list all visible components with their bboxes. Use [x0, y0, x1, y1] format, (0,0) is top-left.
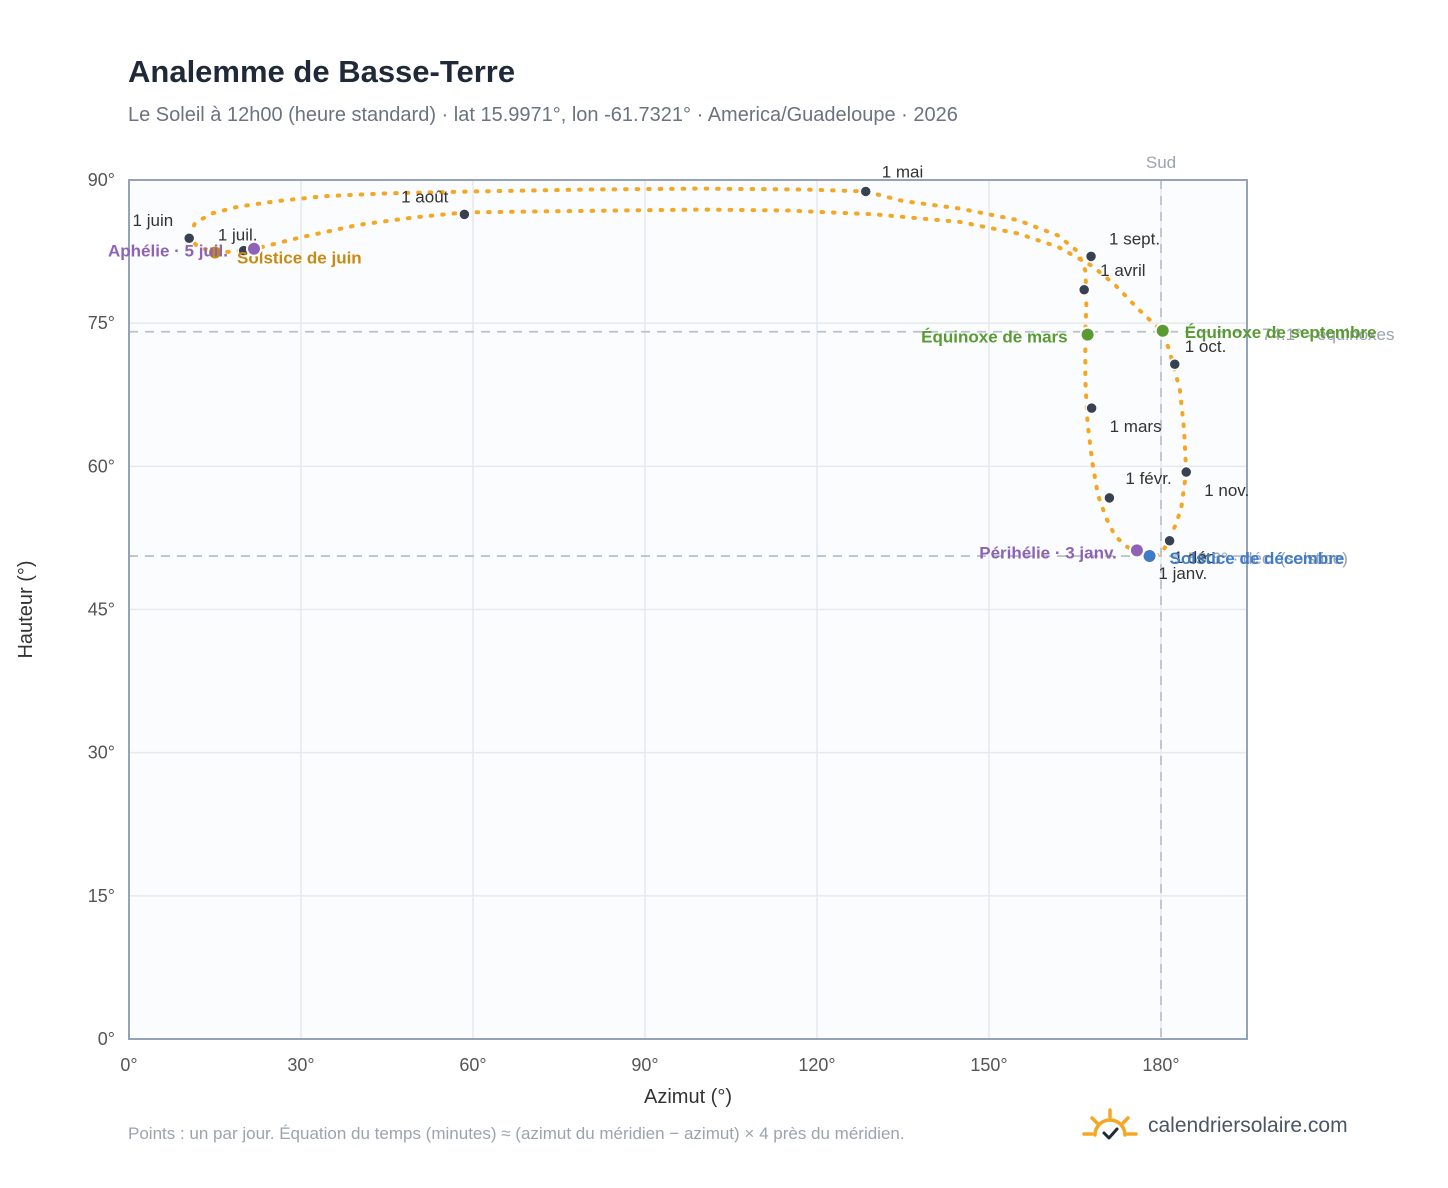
x-tick-label: 150° — [970, 1055, 1007, 1075]
date-marker-label: 1 déc. — [1174, 548, 1220, 567]
y-tick-label: 60° — [88, 456, 115, 476]
december-altitude-note: 50.6° · déc. (solstice) — [1188, 549, 1348, 568]
date-marker — [1163, 534, 1176, 548]
x-tick-label: 120° — [798, 1055, 835, 1075]
chart-title: Analemme de Basse-Terre — [128, 54, 516, 89]
date-marker — [1179, 465, 1193, 479]
event-label: Aphélie · 5 juil. — [108, 242, 228, 261]
event-marker — [245, 240, 262, 257]
date-marker-label: 1 janv. — [1158, 564, 1207, 583]
equinox-altitude-note: 74.1° · équinoxes — [1262, 325, 1395, 344]
date-marker-label: 1 juil. — [218, 226, 258, 245]
event-marker — [207, 244, 223, 261]
y-tick-label: 30° — [88, 743, 115, 763]
footnote: Points : un par jour. Équation du temps … — [128, 1124, 905, 1143]
date-marker — [1084, 250, 1098, 263]
date-marker-label: 1 mars — [1110, 417, 1162, 436]
date-marker-label: 1 avril — [1100, 261, 1145, 280]
event-label: Solstice de décembre — [1170, 549, 1345, 568]
event-marker — [1128, 542, 1145, 559]
chart-subtitle: Le Soleil à 12h00 (heure standard) · lat… — [128, 104, 958, 126]
date-marker-label: 1 mai — [882, 162, 924, 181]
date-marker-label: 1 févr. — [1125, 469, 1171, 488]
date-marker-label: 1 nov. — [1204, 481, 1249, 500]
sun-check-icon — [1082, 1108, 1138, 1140]
date-marker — [182, 231, 196, 245]
event-marker — [1079, 326, 1096, 343]
event-label: Périhélie · 3 janv. — [979, 543, 1117, 562]
x-tick-label: 30° — [287, 1055, 314, 1075]
event-label: Solstice de juin — [237, 249, 362, 268]
y-tick-label: 75° — [88, 313, 115, 333]
x-tick-label: 90° — [631, 1055, 658, 1075]
date-marker — [1077, 283, 1091, 297]
date-marker — [1103, 491, 1116, 505]
date-marker-label: 1 oct. — [1185, 337, 1227, 356]
date-marker — [1085, 401, 1098, 415]
date-marker — [458, 208, 471, 221]
y-tick-label: 15° — [88, 886, 115, 906]
x-axis-title: Azimut (°) — [644, 1086, 732, 1108]
date-marker-label: 1 août — [401, 187, 449, 206]
date-marker — [859, 185, 872, 198]
y-tick-label: 45° — [88, 600, 115, 620]
event-marker — [1154, 322, 1171, 339]
x-tick-label: 180° — [1142, 1055, 1179, 1075]
y-tick-label: 0° — [98, 1029, 115, 1049]
brand-name: calendriersolaire.com — [1148, 1114, 1348, 1137]
x-tick-label: 0° — [120, 1055, 137, 1075]
event-marker — [1141, 548, 1158, 565]
plot-frame — [128, 179, 1248, 1040]
date-marker-label: 1 sept. — [1109, 229, 1160, 248]
meridian-label: Sud — [1146, 153, 1176, 172]
date-marker — [1168, 357, 1182, 371]
event-label: Équinoxe de septembre — [1185, 323, 1377, 342]
y-axis-title: Hauteur (°) — [15, 560, 37, 658]
event-label: Équinoxe de mars — [921, 328, 1067, 347]
y-tick-label: 90° — [88, 170, 115, 190]
x-tick-label: 60° — [459, 1055, 486, 1075]
date-marker-label: 1 juin — [133, 211, 174, 230]
brand[interactable]: calendriersolaire.com — [1082, 1106, 1348, 1146]
